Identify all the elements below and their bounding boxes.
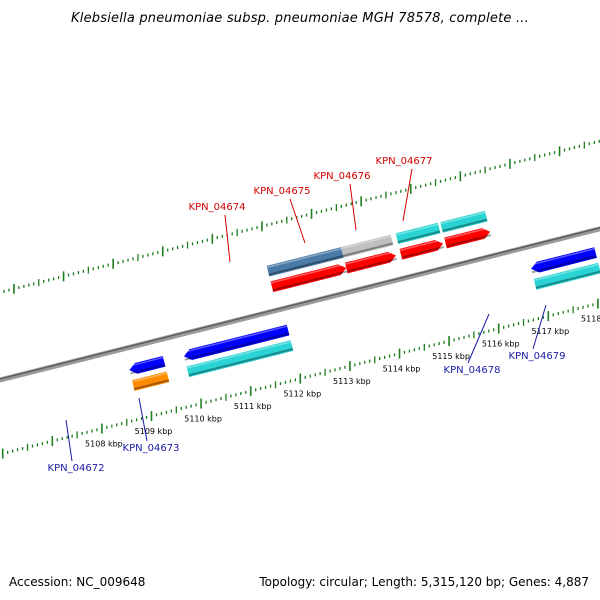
reverse-gene-shade — [531, 255, 597, 274]
reverse-cds-body — [186, 340, 294, 378]
forward-gene-shade — [446, 234, 492, 248]
scale-label: 5108 kbp — [85, 440, 123, 449]
scale-label: 5118 kbp — [581, 315, 600, 324]
forward-leader — [289, 198, 306, 244]
forward-gene-body — [399, 239, 444, 260]
forward-gene-shade — [401, 246, 445, 259]
reverse-gene — [182, 324, 290, 361]
reverse-leader — [532, 304, 547, 350]
reverse-leader — [65, 419, 73, 462]
reverse-cds-body — [131, 371, 170, 391]
reverse-gene-hilite — [128, 356, 164, 367]
reverse-cds-body — [533, 262, 600, 290]
gene-label-kpn_04675: KPN_04675 — [254, 186, 311, 197]
forward-gene-hilite — [345, 250, 396, 265]
scale-label: 5112 kbp — [283, 390, 321, 399]
forward-gene-body — [444, 228, 491, 249]
accession-text: Accession: NC_009648 — [9, 575, 146, 589]
backbone-line — [0, 226, 600, 383]
reverse-gene-body — [129, 356, 166, 374]
forward-cds-shade — [268, 254, 344, 276]
scale-label: 5110 kbp — [184, 415, 222, 424]
scale-label: 5114 kbp — [383, 365, 421, 374]
forward-leader — [402, 168, 413, 222]
scale-label: 5111 kbp — [234, 402, 272, 411]
forward-cds-shade — [442, 218, 488, 232]
reverse-gene — [529, 247, 597, 274]
gene-label-kpn_04679: KPN_04679 — [509, 351, 566, 362]
reverse-gene-hilite — [182, 325, 288, 354]
forward-gene-hilite — [270, 263, 346, 284]
forward-cds-body — [440, 210, 488, 233]
reverse-leader — [138, 397, 148, 442]
scale-label: 5113 kbp — [333, 377, 371, 386]
reverse-leader — [467, 313, 490, 364]
gene-label-kpn_04678: KPN_04678 — [444, 365, 501, 376]
forward-gene-body — [344, 251, 396, 274]
tick-layer — [1, 139, 600, 459]
gene-label-kpn_04673: KPN_04673 — [123, 443, 180, 454]
reverse-cds-shade — [133, 379, 170, 390]
reverse-cds-shade — [535, 270, 600, 289]
scale-label: 5117 kbp — [531, 327, 569, 336]
forward-cds-shade — [397, 230, 441, 244]
gene-label-kpn_04672: KPN_04672 — [48, 463, 105, 474]
forward-cds-hilite — [266, 247, 342, 269]
forward-gene-hilite — [444, 227, 490, 240]
gene-label-kpn_04674: KPN_04674 — [189, 202, 246, 213]
forward-gene-body — [270, 264, 347, 293]
gene-label-kpn_04676: KPN_04676 — [314, 171, 371, 182]
map-title: Klebsiella pneumoniae subsp. pneumoniae … — [71, 11, 529, 26]
reverse-gene-shade — [184, 332, 290, 361]
forward-gene-shade — [272, 270, 348, 292]
reverse-cds — [131, 371, 170, 391]
reverse-cds — [186, 340, 294, 378]
forward-cds — [440, 210, 488, 233]
forward-cds — [266, 247, 344, 277]
forward-cds-hilite — [395, 223, 439, 236]
scale-label: 5109 kbp — [135, 427, 173, 436]
reverse-cds-shade — [188, 348, 294, 377]
reverse-cds-hilite — [186, 340, 292, 369]
forward-cds-body — [266, 247, 344, 277]
forward-cds-body — [395, 222, 441, 245]
label-layer: 5108 kbp 5109 kbp 5110 kbp 5111 kbp 5112 kbp… — [48, 156, 600, 474]
reverse-gene-hilite — [529, 247, 595, 266]
gene-layer — [128, 210, 600, 391]
reverse-cds-hilite — [533, 263, 599, 282]
forward-gene — [444, 227, 492, 249]
reverse-gene — [128, 356, 166, 375]
forward-cds-shade — [342, 242, 394, 257]
forward-cds-hilite — [440, 211, 486, 225]
forward-gene — [344, 250, 397, 274]
forward-cds — [341, 234, 394, 258]
scale-label: 5116 kbp — [482, 340, 520, 349]
forward-gene — [270, 263, 348, 293]
forward-gene — [399, 239, 445, 260]
scale-label: 5115 kbp — [432, 352, 470, 361]
reverse-gene-shade — [129, 363, 166, 375]
forward-leader — [224, 214, 231, 263]
forward-gene-shade — [346, 257, 397, 273]
gene-label-kpn_04677: KPN_04677 — [376, 156, 433, 167]
reverse-cds-hilite — [132, 372, 168, 383]
forward-leader — [349, 183, 357, 231]
genome-summary-text: Topology: circular; Length: 5,315,120 bp… — [259, 575, 589, 589]
forward-cds-body — [341, 234, 394, 258]
reverse-gene-body — [183, 324, 290, 360]
reverse-cds — [533, 262, 600, 290]
reverse-gene-body — [531, 247, 597, 273]
forward-gene-hilite — [399, 239, 443, 252]
forward-cds — [395, 222, 441, 245]
backbone-layer — [0, 226, 600, 383]
backbone-edge — [0, 227, 600, 380]
forward-cds-hilite — [341, 235, 392, 250]
